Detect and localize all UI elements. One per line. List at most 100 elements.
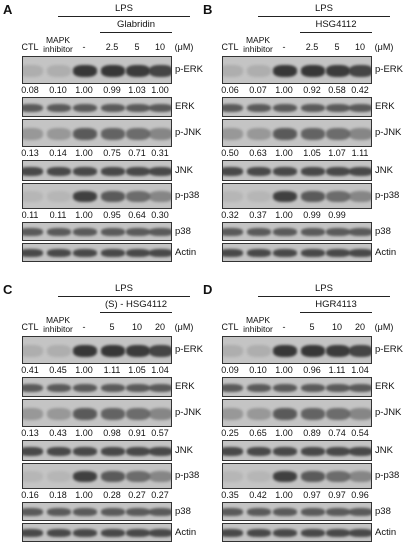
band — [101, 383, 125, 392]
band — [247, 508, 271, 517]
band — [223, 166, 243, 176]
lane-label: 20 — [154, 322, 166, 332]
quantification: 0.99 — [103, 85, 121, 95]
band — [326, 191, 350, 203]
band — [73, 191, 97, 203]
band — [101, 64, 125, 77]
band — [223, 344, 243, 357]
lane-label: CTL — [21, 322, 39, 332]
lane-label: 10 — [354, 42, 366, 52]
blot-label: p-ERK — [375, 64, 403, 75]
band — [247, 344, 271, 357]
band — [326, 383, 350, 392]
band — [23, 344, 43, 357]
quantification: 0.71 — [128, 148, 146, 158]
quantification: 1.00 — [75, 148, 93, 158]
quantification: 0.37 — [249, 210, 267, 220]
band — [273, 508, 297, 517]
band — [23, 64, 43, 77]
band — [273, 249, 297, 258]
quantification: 0.54 — [351, 428, 369, 438]
blot — [222, 160, 372, 181]
band — [247, 127, 271, 140]
band — [326, 344, 350, 357]
band — [273, 166, 297, 176]
band — [273, 228, 297, 237]
quantification: 0.65 — [249, 428, 267, 438]
quantification: 1.00 — [75, 365, 93, 375]
band — [47, 407, 71, 420]
lane-label: - — [282, 42, 286, 52]
quantification: 0.41 — [21, 365, 39, 375]
band — [73, 127, 97, 140]
band — [126, 127, 150, 140]
lane-label: 10 — [331, 322, 343, 332]
quantification: 0.99 — [303, 210, 321, 220]
band — [223, 191, 243, 203]
quantification: 0.14 — [49, 148, 67, 158]
band — [23, 166, 43, 176]
quantification: 0.09 — [221, 365, 239, 375]
quantification: 0.42 — [351, 85, 369, 95]
blot-label: JNK — [175, 444, 193, 456]
treatment-label: LPS — [315, 3, 333, 14]
quantification: 1.00 — [275, 365, 293, 375]
blot — [222, 97, 372, 117]
band — [23, 446, 43, 456]
quantification: 0.30 — [151, 210, 169, 220]
quantification: 0.97 — [303, 490, 321, 500]
band — [47, 383, 71, 392]
band — [326, 529, 350, 538]
band — [349, 166, 371, 176]
band — [149, 228, 171, 237]
band — [301, 127, 325, 140]
band — [126, 471, 150, 483]
band — [301, 529, 325, 538]
quantification: 1.03 — [128, 85, 146, 95]
band — [23, 471, 43, 483]
quantification: 1.00 — [151, 85, 169, 95]
band — [126, 407, 150, 420]
band — [223, 407, 243, 420]
quantification: 0.31 — [151, 148, 169, 158]
blot — [22, 183, 172, 209]
band — [247, 383, 271, 392]
band — [23, 228, 43, 237]
band — [47, 191, 71, 203]
band — [223, 249, 243, 258]
blot-label: p38 — [175, 225, 191, 237]
quantification: 0.25 — [221, 428, 239, 438]
band — [223, 228, 243, 237]
compound-label: HGR4113 — [315, 299, 357, 310]
band — [47, 103, 71, 112]
band — [349, 446, 371, 456]
quantification: 0.99 — [328, 210, 346, 220]
lane-label: CTL — [221, 42, 239, 52]
band — [349, 103, 371, 112]
quantification: 0.42 — [249, 490, 267, 500]
blot-label: JNK — [375, 444, 393, 456]
band — [247, 471, 271, 483]
blot-label: p38 — [375, 505, 391, 517]
unit-label: (μM) — [374, 42, 394, 52]
blot-label: p-JNK — [375, 407, 402, 418]
quantification: 0.74 — [328, 428, 346, 438]
band — [101, 249, 125, 258]
band — [247, 166, 271, 176]
quantification: 0.18 — [49, 490, 67, 500]
compound-label: HSG4112 — [315, 19, 357, 30]
band — [73, 103, 97, 112]
quantification: 1.00 — [75, 428, 93, 438]
quantification: 1.00 — [75, 490, 93, 500]
band — [273, 446, 297, 456]
band — [326, 127, 350, 140]
compound-rule — [300, 32, 372, 33]
band — [273, 127, 297, 140]
band — [126, 64, 150, 77]
band — [301, 103, 325, 112]
blot — [22, 222, 172, 241]
band — [149, 446, 171, 456]
blot — [222, 440, 372, 461]
quantification: 0.50 — [221, 148, 239, 158]
